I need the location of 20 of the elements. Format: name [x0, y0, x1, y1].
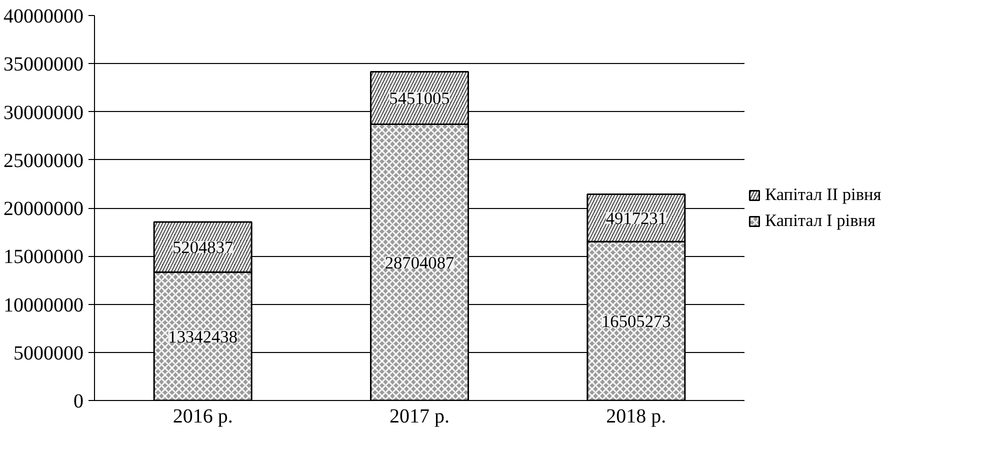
data-label: 5204837 — [172, 238, 234, 258]
x-tick-label: 2018 р. — [606, 406, 666, 428]
data-label: 13342438 — [168, 327, 238, 346]
legend-label: Капітал II рівня — [765, 184, 882, 204]
y-tick-label: 5000000 — [14, 342, 84, 364]
legend-label: Капітал I рівня — [765, 210, 876, 230]
y-tick-label: 25000000 — [4, 150, 84, 172]
y-tick-label: 30000000 — [4, 102, 84, 124]
data-label: 5451005 — [389, 88, 450, 108]
y-tick-label: 15000000 — [4, 246, 84, 268]
x-tick-label: 2017 р. — [390, 406, 450, 428]
y-tick-label: 0 — [74, 390, 84, 412]
data-label: 28704087 — [384, 253, 454, 272]
y-tick-label: 40000000 — [4, 6, 84, 28]
data-label: 4917231 — [606, 208, 666, 228]
y-tick-label: 10000000 — [4, 294, 84, 316]
y-tick-label: 35000000 — [4, 54, 84, 76]
x-tick-label: 2016 р. — [172, 406, 233, 428]
y-tick-label: 20000000 — [4, 198, 84, 220]
data-label: 16505273 — [602, 312, 671, 332]
